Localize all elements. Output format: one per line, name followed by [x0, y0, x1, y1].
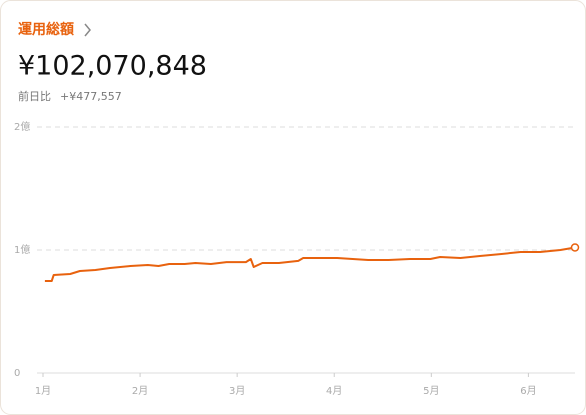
- end-marker: [570, 243, 580, 252]
- chevron-icon[interactable]: [84, 23, 91, 37]
- plot: 0 1億 2億 1月 2月 3月 4月 5月 6月: [14, 120, 580, 397]
- y-tick-label: 2億: [14, 120, 30, 133]
- x-tick-label: 4月: [326, 385, 342, 397]
- change-label: 前日比: [18, 89, 51, 103]
- x-tick-label: 1月: [35, 385, 51, 397]
- x-tick-label: 5月: [423, 385, 439, 397]
- y-tick-label: 0: [14, 368, 20, 379]
- total-value: ¥102,070,848: [18, 51, 207, 82]
- change-value: +¥477,557: [60, 90, 122, 103]
- x-tick-label: 2月: [132, 385, 148, 397]
- x-tick-label: 6月: [520, 385, 536, 397]
- line: [44, 246, 576, 282]
- x-tick-label: 3月: [229, 385, 245, 397]
- y-tick-label: 1億: [14, 243, 30, 256]
- title[interactable]: 運用総額: [18, 21, 74, 38]
